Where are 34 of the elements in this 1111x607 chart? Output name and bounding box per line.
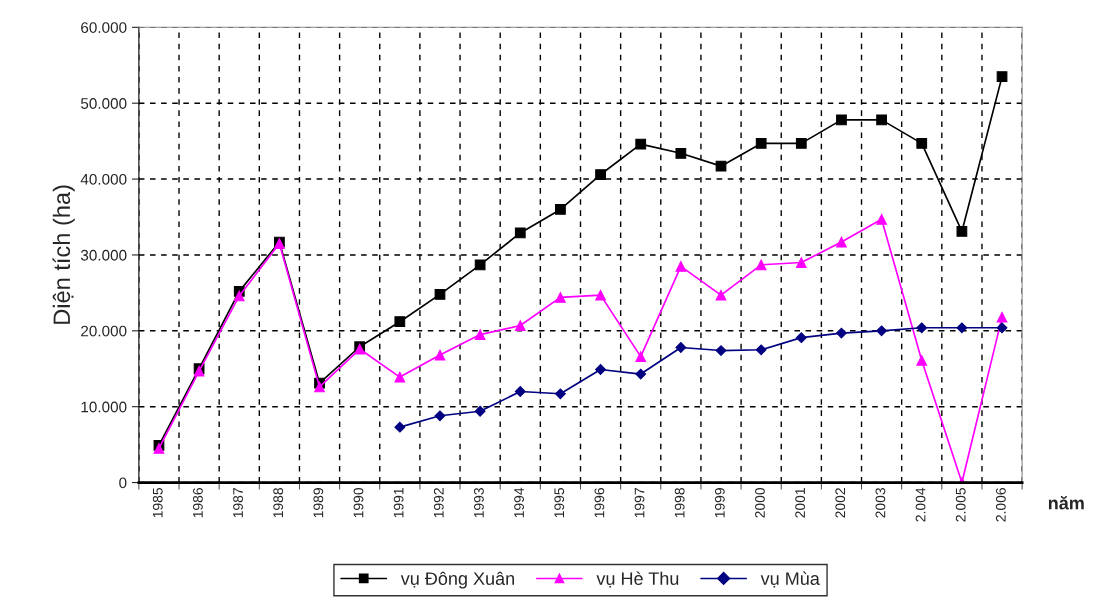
x-axis-title: năm: [1048, 496, 1084, 510]
y-axis-title: Diện tích (ha): [52, 185, 75, 324]
x-tick-label: 1990: [353, 487, 364, 518]
x-tick-label: 1994: [514, 487, 524, 518]
x-tick-label: 2.006: [995, 488, 1006, 522]
x-tick-label: 1996: [594, 488, 605, 518]
x-tick-label: 1986: [192, 488, 203, 518]
x-tick-label: 2.004: [915, 487, 926, 522]
x-tick-label: 1992: [433, 488, 444, 518]
legend-label: vụ Mùa: [760, 571, 820, 588]
x-tick-label: 1991: [393, 488, 404, 518]
y-tick-label: 30.000: [80, 249, 127, 261]
x-tick-label: 1985: [152, 488, 163, 518]
x-tick-label: 1997: [634, 488, 645, 518]
x-tick-label: 2.005: [955, 488, 966, 522]
y-tick-label: 0: [119, 477, 127, 489]
x-tick-label: 1998: [674, 488, 685, 518]
y-tick-label: 60.000: [81, 22, 127, 33]
y-tick-label: 10.000: [81, 401, 127, 413]
x-tick-label: 2000: [755, 487, 765, 518]
x-tick-label: 1988: [273, 488, 284, 518]
x-tick-label: 1987: [233, 488, 243, 518]
x-tick-label: 2003: [875, 488, 886, 518]
x-tick-label: 2002: [835, 488, 846, 518]
x-tick-label: 1993: [474, 488, 484, 518]
y-tick-label: 50.000: [80, 98, 127, 109]
x-tick-label: 2001: [795, 488, 806, 518]
y-tick-label: 20.000: [81, 325, 127, 337]
y-tick-label: 40.000: [80, 173, 127, 185]
legend-label: vụ Hè Thu: [596, 571, 679, 588]
legend-label: vụ Đông Xuân: [400, 571, 514, 589]
x-tick-label: 1999: [714, 488, 725, 518]
x-tick-label: 1995: [554, 488, 565, 518]
x-tick-label: 1989: [313, 488, 324, 518]
